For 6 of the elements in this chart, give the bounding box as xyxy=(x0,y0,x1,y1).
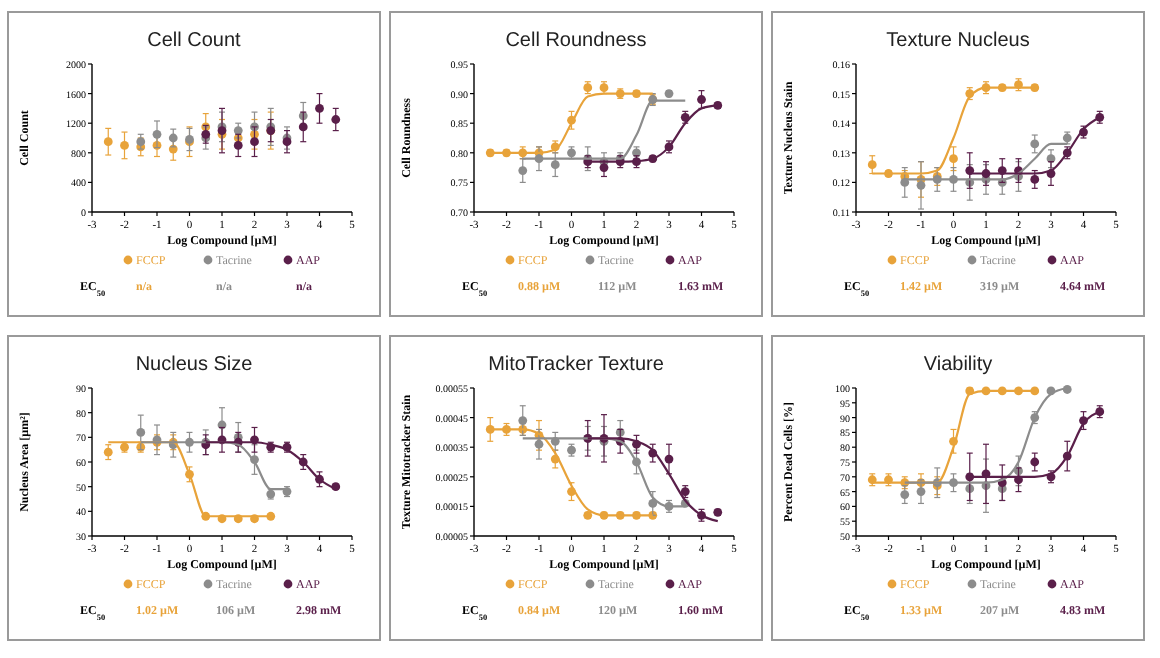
chart-title: MitoTracker Texture xyxy=(488,354,665,376)
chart-title: Cell Count xyxy=(147,30,242,52)
chart-title: Nucleus Size xyxy=(135,354,254,376)
chart-title: Cell Roundness xyxy=(505,30,647,52)
chart-title: Viability xyxy=(923,354,993,376)
chart-title: Texture Nucleus xyxy=(886,30,1030,52)
